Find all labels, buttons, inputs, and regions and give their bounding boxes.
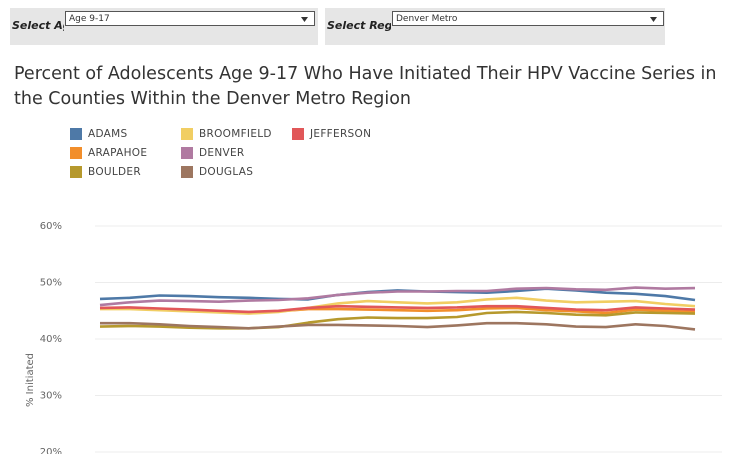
y-tick-label: 60% [40,221,62,232]
series-line [100,321,696,331]
legend-swatch [181,128,193,140]
filter-label: Select Reg... [327,19,391,32]
y-tick-label: 30% [40,391,62,402]
filter-value: Age 9-17 [69,14,110,24]
series-line [99,286,696,307]
legend-label: BOULDER [88,166,141,178]
series-line [99,310,696,330]
legend-label: ADAMS [88,128,128,140]
age-filter: Select Age ... Age 9-17 [10,8,318,45]
series-line [100,296,696,315]
legend-label: BROOMFIELD [199,128,272,140]
chart-title: Percent of Adolescents Age 9-17 Who Have… [14,64,717,109]
filter-value: Denver Metro [396,14,458,24]
legend-label: DOUGLAS [199,166,253,178]
region-dropdown[interactable]: Denver Metro [392,11,664,26]
dropdown-arrow [301,17,308,22]
region-filter: Select Reg... Denver Metro [325,8,665,45]
legend-swatch [70,147,82,159]
age-dropdown[interactable]: Age 9-17 [65,11,315,26]
legend-swatch [70,166,82,178]
legend-label: ARAPAHOE [88,147,147,159]
legend-swatch [181,166,193,178]
legend-swatch [70,128,82,140]
y-tick-label: 20% [40,447,62,454]
legend-label: JEFFERSON [309,128,371,140]
filter-label: Select Age ... [12,19,64,32]
series-line [99,304,696,314]
dropdown-arrow [650,17,657,22]
legend-swatch [292,128,304,140]
y-tick-label: 50% [40,278,62,289]
legend-label: DENVER [199,147,245,159]
y-axis-title: % Initiated [25,353,36,407]
y-tick-label: 40% [40,334,62,345]
legend-swatch [181,147,193,159]
